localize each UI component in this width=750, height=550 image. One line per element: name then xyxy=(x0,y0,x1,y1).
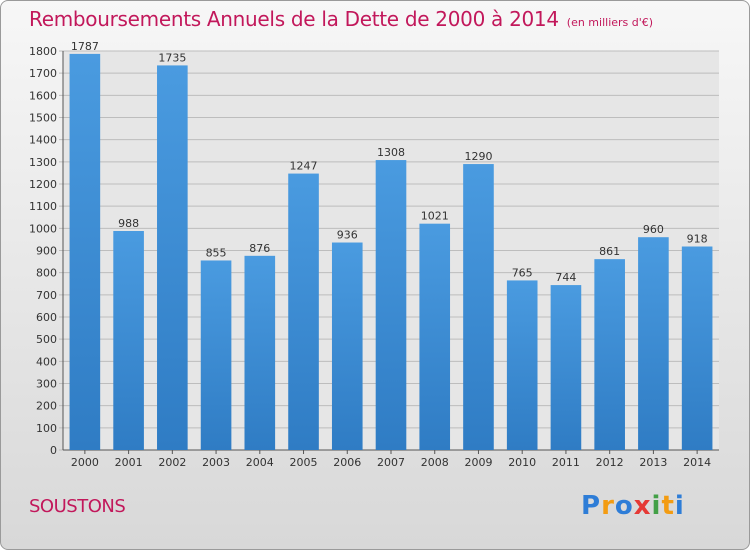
chart-subtitle: (en milliers d'€) xyxy=(566,16,654,29)
bar xyxy=(681,246,713,450)
x-tick-label: 2012 xyxy=(596,456,624,469)
y-tick-label: 800 xyxy=(36,267,57,280)
data-label: 1308 xyxy=(377,146,405,159)
chart-title: Remboursements Annuels de la Dette de 20… xyxy=(29,7,653,31)
y-tick-label: 1000 xyxy=(29,222,57,235)
y-tick-label: 400 xyxy=(36,355,57,368)
bar xyxy=(550,285,582,450)
bar xyxy=(506,280,538,450)
bar xyxy=(419,223,451,450)
y-tick-label: 1400 xyxy=(29,134,57,147)
data-label: 765 xyxy=(512,266,533,279)
y-tick-label: 1100 xyxy=(29,200,57,213)
data-label: 1735 xyxy=(158,51,186,64)
bar xyxy=(463,164,494,451)
bar xyxy=(594,259,625,450)
data-label: 1247 xyxy=(290,160,318,173)
data-label: 861 xyxy=(599,245,620,258)
data-label: 1021 xyxy=(421,210,449,223)
logo-letter: i xyxy=(674,491,685,521)
data-label: 876 xyxy=(249,242,270,255)
x-tick-label: 2013 xyxy=(639,456,667,469)
data-label: 918 xyxy=(687,233,708,246)
bar xyxy=(113,230,144,450)
data-label: 1787 xyxy=(71,40,99,53)
bar xyxy=(375,160,407,450)
y-tick-label: 1800 xyxy=(29,45,57,58)
logo-letter: P xyxy=(581,491,602,521)
x-tick-label: 2001 xyxy=(115,456,143,469)
data-label: 855 xyxy=(206,246,227,259)
x-tick-label: 2005 xyxy=(290,456,318,469)
logo-letter: r xyxy=(601,491,615,521)
proxiti-logo: Proxiti xyxy=(581,491,685,521)
data-label: 744 xyxy=(555,271,576,284)
y-tick-label: 0 xyxy=(50,444,57,457)
y-tick-label: 600 xyxy=(36,311,57,324)
x-tick-label: 2010 xyxy=(508,456,536,469)
x-tick-label: 2006 xyxy=(333,456,361,469)
logo-letter: t xyxy=(661,491,675,521)
y-tick-label: 1700 xyxy=(29,67,57,80)
x-tick-label: 2002 xyxy=(158,456,186,469)
x-tick-label: 2003 xyxy=(202,456,230,469)
y-tick-label: 1300 xyxy=(29,156,57,169)
data-label: 1290 xyxy=(464,150,492,163)
bar xyxy=(200,260,232,450)
y-tick-label: 1200 xyxy=(29,178,57,191)
y-tick-label: 500 xyxy=(36,333,57,346)
logo-letter: o xyxy=(614,491,634,521)
chart-title-main: Remboursements Annuels de la Dette de 20… xyxy=(29,7,559,31)
x-tick-label: 2011 xyxy=(552,456,580,469)
y-tick-label: 200 xyxy=(36,400,57,413)
x-tick-label: 2009 xyxy=(464,456,492,469)
x-tick-label: 2008 xyxy=(421,456,449,469)
x-tick-label: 2004 xyxy=(246,456,274,469)
data-label: 988 xyxy=(118,217,139,230)
x-tick-label: 2000 xyxy=(71,456,99,469)
y-tick-label: 100 xyxy=(36,422,57,435)
y-tick-label: 700 xyxy=(36,289,57,302)
town-name: SOUSTONS xyxy=(29,496,126,517)
y-tick-label: 900 xyxy=(36,245,57,258)
y-tick-label: 1600 xyxy=(29,89,57,102)
x-tick-label: 2007 xyxy=(377,456,405,469)
logo-letter: i xyxy=(651,491,662,521)
y-tick-label: 300 xyxy=(36,378,57,391)
bar xyxy=(638,237,669,450)
bar xyxy=(288,173,319,450)
data-label: 960 xyxy=(643,223,664,236)
bar xyxy=(157,65,188,451)
y-tick-label: 1500 xyxy=(29,112,57,125)
data-label: 936 xyxy=(337,229,358,242)
bar xyxy=(69,53,101,451)
logo-letter: x xyxy=(633,491,652,521)
bar xyxy=(244,255,276,450)
x-tick-label: 2014 xyxy=(683,456,711,469)
bar xyxy=(331,242,363,450)
